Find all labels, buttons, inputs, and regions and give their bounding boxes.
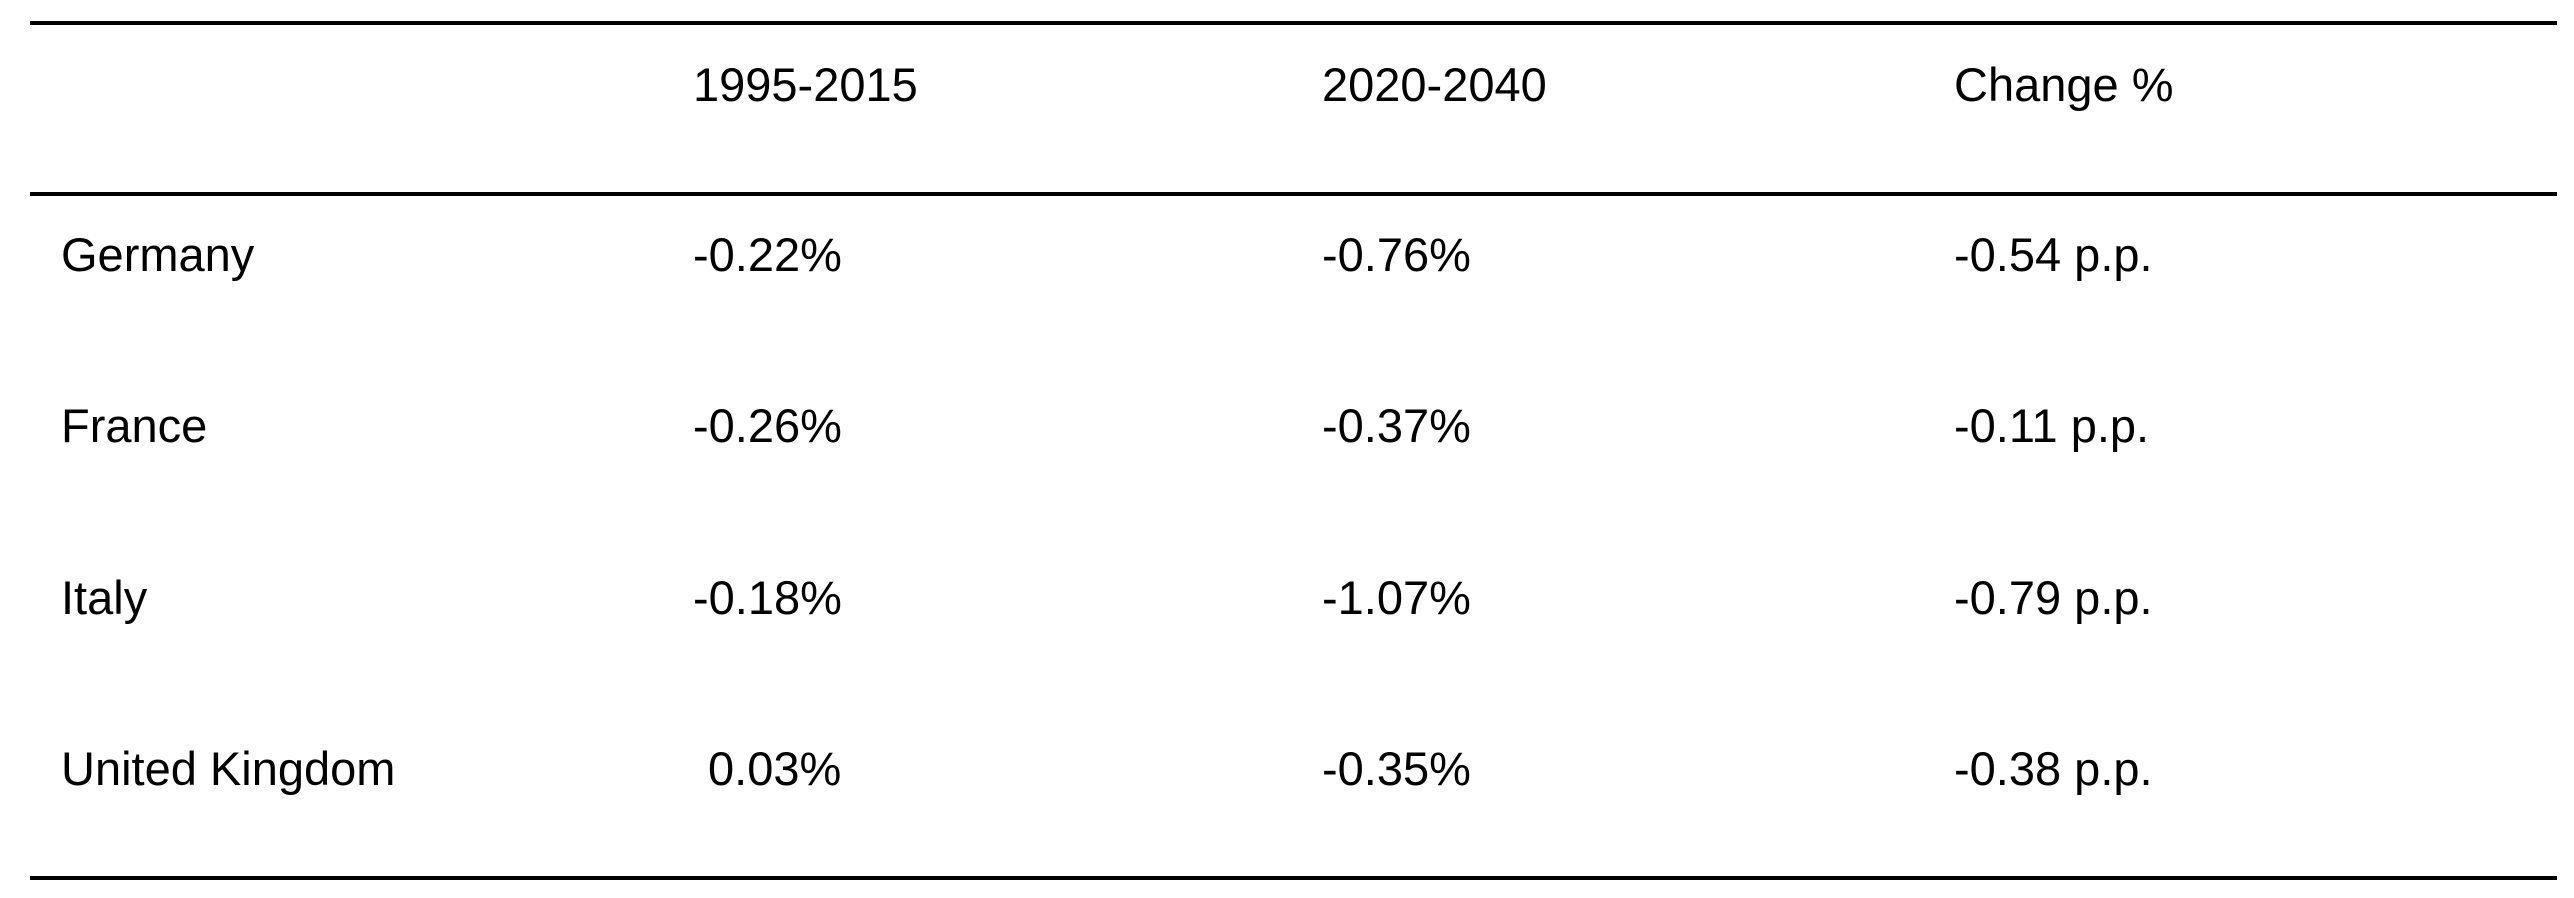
row-change-value: -0.79 p.p. <box>1954 571 2153 624</box>
row-country: France <box>61 399 208 452</box>
row-country: Italy <box>61 571 148 624</box>
table-bottom-rule <box>30 876 2557 880</box>
header-change: Change % <box>1954 58 2174 111</box>
row-period1-value: -0.26% <box>693 399 842 452</box>
table-top-rule <box>30 21 2557 25</box>
row-change-value: -0.38 p.p. <box>1954 742 2153 795</box>
row-period1-value: 0.03% <box>708 742 842 795</box>
row-period2-value: -1.07% <box>1322 571 1471 624</box>
row-period1-value: -0.22% <box>693 228 842 281</box>
row-change-value: -0.11 p.p. <box>1954 399 2150 452</box>
header-1995-2015: 1995-2015 <box>693 58 918 111</box>
row-change-value: -0.54 p.p. <box>1954 228 2153 281</box>
row-country: United Kingdom <box>61 742 396 795</box>
row-country: Germany <box>61 228 255 281</box>
row-period1-value: -0.18% <box>693 571 842 624</box>
row-period2-value: -0.76% <box>1322 228 1471 281</box>
row-period2-value: -0.35% <box>1322 742 1471 795</box>
header-2020-2040: 2020-2040 <box>1322 58 1547 111</box>
table-header-rule <box>30 192 2557 196</box>
row-period2-value: -0.37% <box>1322 399 1471 452</box>
